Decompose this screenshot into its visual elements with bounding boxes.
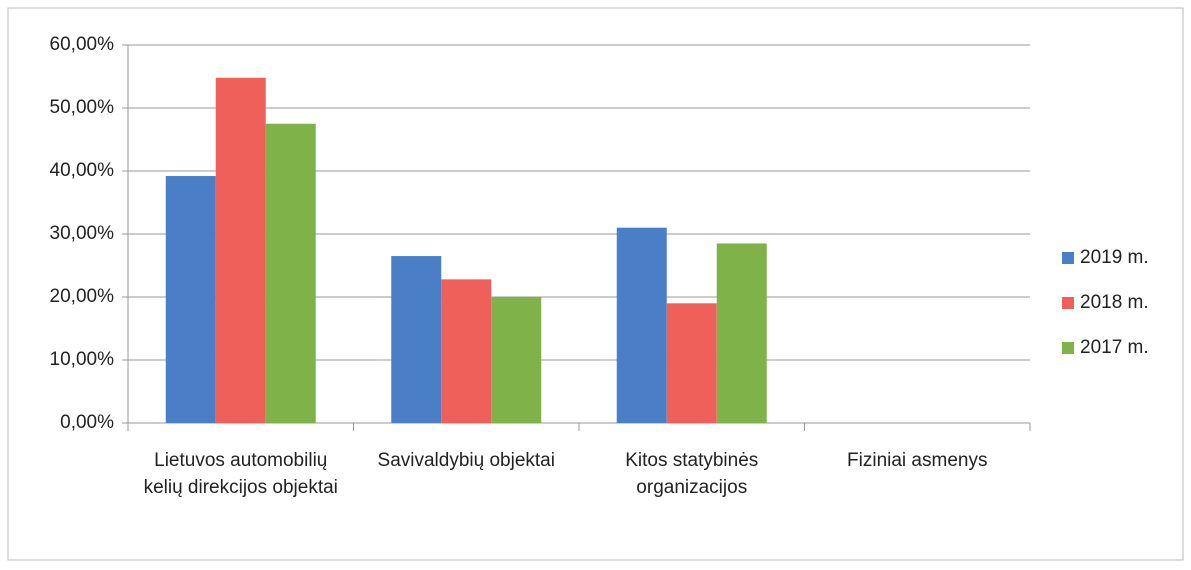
bar	[265, 123, 316, 423]
y-tick-label: 30,00%	[50, 223, 115, 244]
x-tick-label: Fiziniai asmenys	[847, 450, 988, 471]
legend-label: 2018 m.	[1080, 292, 1149, 313]
bar	[391, 256, 442, 423]
y-tick-label: 60,00%	[50, 34, 115, 55]
legend-swatch	[1062, 252, 1074, 264]
bar	[441, 279, 492, 423]
chart-border	[7, 7, 1184, 561]
x-tick-label: Kitos statybinės organizacijos	[625, 450, 759, 498]
bar	[165, 176, 216, 423]
legend-label: 2017 m.	[1080, 337, 1149, 358]
bar	[716, 243, 767, 423]
bar	[616, 227, 667, 423]
y-tick-label: 0,00%	[60, 412, 114, 433]
legend-swatch	[1062, 297, 1074, 309]
bar	[666, 303, 717, 423]
bar	[215, 77, 266, 423]
y-tick-label: 10,00%	[50, 349, 115, 370]
x-tick-label: Lietuvos automobilių kelių direkcijos ob…	[143, 450, 338, 498]
y-tick-label: 20,00%	[50, 286, 115, 307]
x-tick-label: Savivaldybių objektai	[377, 450, 555, 471]
legend-label: 2019 m.	[1080, 247, 1149, 268]
y-tick-label: 50,00%	[50, 97, 115, 118]
bar	[491, 297, 542, 423]
y-tick-label: 40,00%	[50, 160, 115, 181]
legend-swatch	[1062, 342, 1074, 354]
